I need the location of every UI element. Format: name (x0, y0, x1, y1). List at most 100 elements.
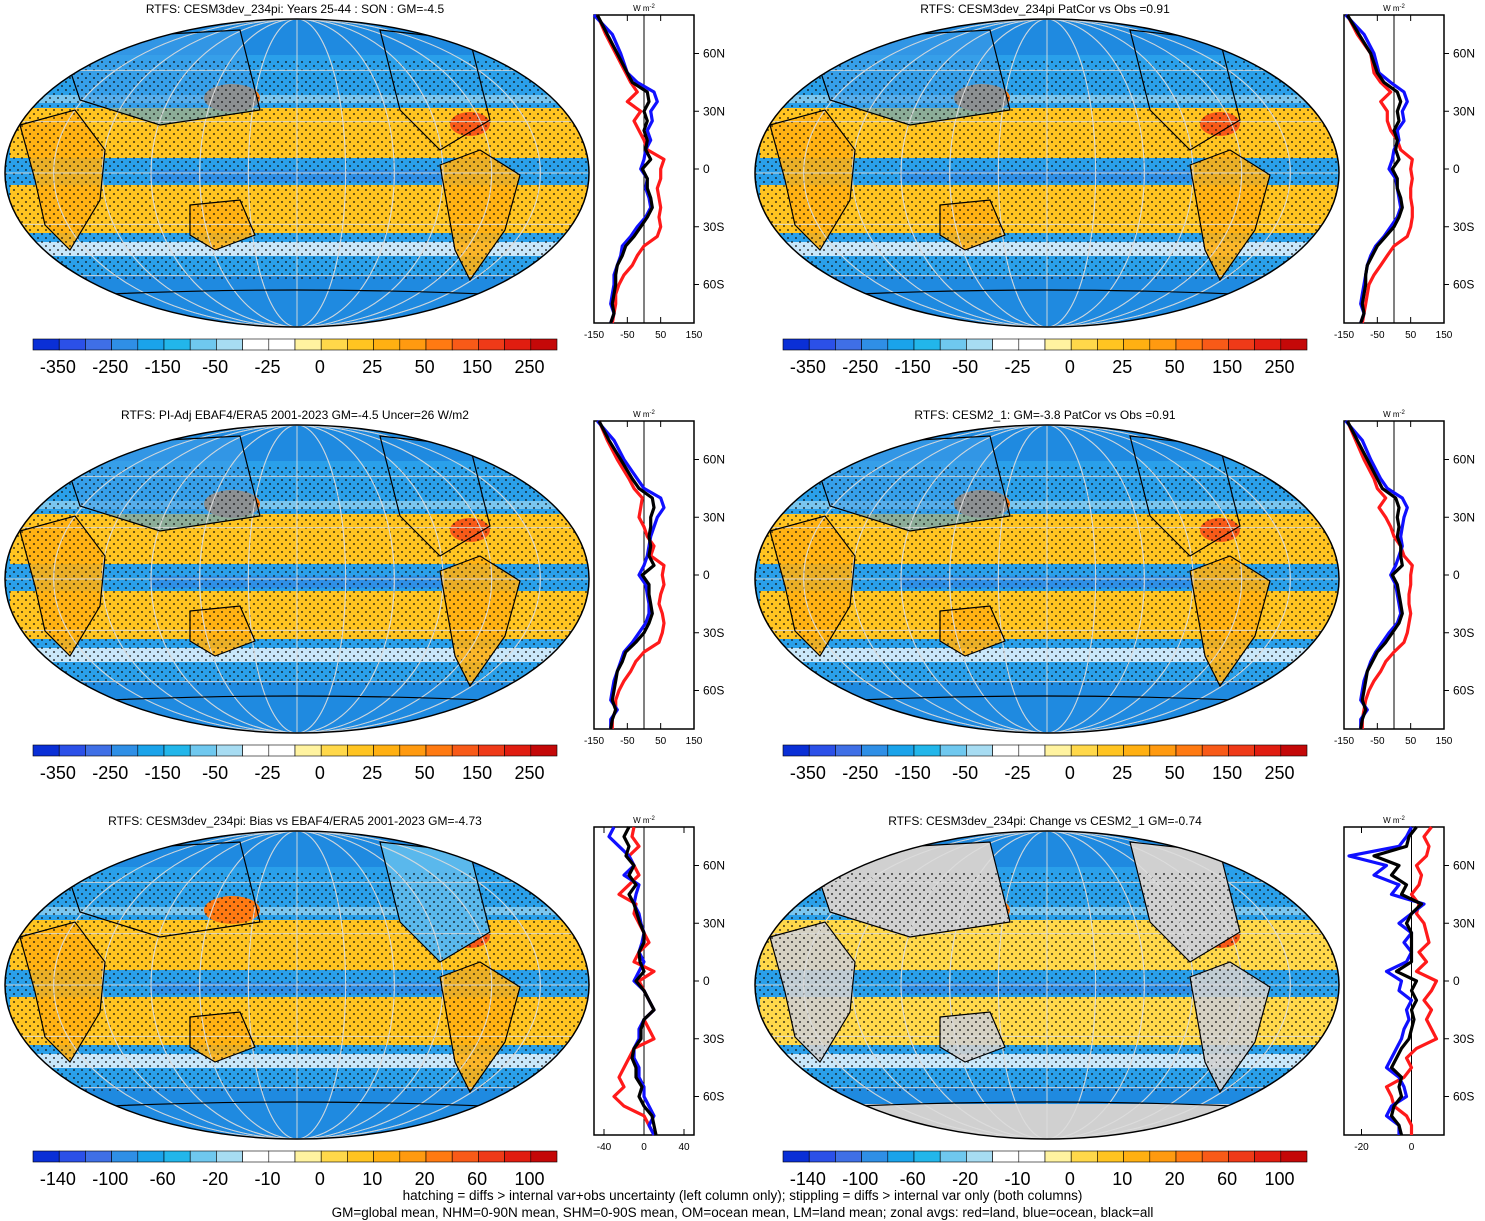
colorbar-swatch (399, 1150, 427, 1163)
colorbar-swatch (163, 744, 191, 757)
colorbar-label: -100 (92, 1169, 128, 1189)
colorbar-swatch (268, 744, 296, 757)
panel-title: RTFS: CESM3dev_234pi PatCor vs Obs =0.91 (920, 2, 1170, 16)
colorbar-label: -140 (790, 1169, 826, 1189)
colorbar-swatch (478, 338, 505, 351)
lat-tick-label: 30S (1453, 1032, 1474, 1046)
x-tick-label: -150 (1334, 330, 1354, 341)
colorbar-swatch (913, 338, 941, 351)
colorbar-swatch (242, 1150, 270, 1163)
panel-bias: RTFS: CESM3dev_234pi: Bias vs EBAF4/ERA5… (0, 812, 742, 1217)
colorbar-swatch (782, 744, 810, 757)
zonal-units-label: W m-2 (1383, 410, 1405, 419)
series-land-line (597, 420, 666, 729)
colorbar-swatch (808, 338, 836, 351)
lat-tick-label: 60S (703, 278, 724, 292)
x-tick-label: -50 (620, 330, 635, 341)
colorbar-swatch (58, 1150, 86, 1163)
zonal-units-label: W m-2 (633, 816, 655, 825)
series-ocean-line (596, 419, 666, 729)
lat-tick-label: 60N (703, 859, 725, 873)
colorbar-label: 0 (1065, 1169, 1075, 1189)
colorbar-label: 0 (1065, 357, 1075, 377)
colorbar-swatch (58, 338, 86, 351)
colorbar-swatch (1228, 1150, 1255, 1163)
colorbar-swatch (939, 338, 967, 351)
colorbar-swatch (425, 1150, 453, 1163)
lat-tick-label: 0 (703, 974, 710, 988)
lat-tick-label: 60S (1453, 684, 1474, 698)
colorbar-swatch (320, 744, 348, 757)
colorbar-swatch (1149, 744, 1177, 757)
colorbar-swatch (32, 744, 60, 757)
x-tick-label: 0 (1409, 1142, 1415, 1153)
colorbar-swatch (1175, 744, 1203, 757)
colorbar-swatch (216, 744, 243, 757)
series-ocean-line (592, 13, 659, 324)
colorbar-label: -25 (254, 357, 280, 377)
colorbar-label: -50 (952, 763, 978, 783)
colorbar-swatch (216, 338, 243, 351)
colorbar-label: -150 (145, 763, 181, 783)
lat-tick-label: 30N (703, 916, 725, 930)
lat-tick-label: 0 (1453, 162, 1460, 176)
panel-cesm2: RTFS: CESM2_1: GM=-3.8 PatCor vs Obs =0.… (750, 406, 1485, 811)
lat-tick-label: 60S (703, 684, 724, 698)
colorbar-swatch (1201, 1150, 1229, 1163)
zonal-mean-plot: W m-2 60N 30N 0 30S 60S -150 -50 50 150 (584, 410, 725, 747)
colorbar-swatch (373, 338, 401, 351)
colorbar-swatch (1254, 744, 1282, 757)
x-tick-label: -20 (1354, 1142, 1369, 1153)
colorbar-swatch (1097, 338, 1124, 351)
colorbar-label: 250 (514, 357, 544, 377)
colorbar-swatch (1254, 1150, 1282, 1163)
colorbar-swatch (347, 744, 374, 757)
colorbar-label: -250 (842, 763, 878, 783)
x-tick-label: 150 (686, 736, 703, 747)
colorbar-swatch (32, 338, 60, 351)
colorbar-label: 25 (1112, 763, 1132, 783)
colorbar-label: -10 (1004, 1169, 1030, 1189)
colorbar-swatch (504, 744, 532, 757)
colorbar-swatch (939, 1150, 967, 1163)
colorbar-swatch (530, 1150, 558, 1163)
colorbar-label: 20 (1165, 1169, 1185, 1189)
lat-tick-label: 30S (1453, 220, 1474, 234)
colorbar-swatch (137, 1150, 165, 1163)
colorbar: -350-250-150-50-2502550150250350 (32, 744, 558, 783)
colorbar: -350-250-150-50-2502550150250350 (782, 744, 1308, 783)
lat-tick-label: 60S (1453, 278, 1474, 292)
x-tick-label: 0 (641, 1142, 647, 1153)
lat-tick-label: 60N (1453, 47, 1475, 61)
x-tick-label: 50 (1405, 736, 1417, 747)
colorbar-swatch (1280, 338, 1308, 351)
lat-tick-label: 30S (703, 626, 724, 640)
x-tick-label: 50 (655, 736, 667, 747)
colorbar-swatch (163, 1150, 191, 1163)
zonal-mean-plot: W m-2 60N 30N 0 30S 60S -150 -50 50 150 (584, 4, 725, 341)
lat-tick-label: 30S (703, 220, 724, 234)
x-tick-label: 50 (1405, 330, 1417, 341)
colorbar-swatch (1070, 338, 1098, 351)
colorbar-swatch (808, 744, 836, 757)
colorbar-label: -350 (790, 763, 826, 783)
colorbar: -140-100-60-20-100102060100140 (32, 1150, 558, 1189)
x-tick-label: 150 (1436, 330, 1453, 341)
colorbar: -140-100-60-20-100102060100140 (782, 1150, 1308, 1189)
series-all-line (1372, 826, 1424, 1136)
colorbar-label: -250 (92, 763, 128, 783)
colorbar-swatch (1018, 338, 1046, 351)
colorbar-swatch (347, 338, 374, 351)
colorbar-swatch (137, 744, 165, 757)
colorbar-swatch (451, 338, 479, 351)
colorbar-swatch (782, 338, 810, 351)
lat-tick-label: 60N (703, 47, 725, 61)
colorbar-swatch (966, 1150, 993, 1163)
colorbar-label: -25 (254, 763, 280, 783)
colorbar-swatch (425, 338, 453, 351)
colorbar-swatch (478, 1150, 505, 1163)
lat-tick-label: 60S (1453, 1090, 1474, 1104)
lat-tick-label: 60N (703, 453, 725, 467)
colorbar-label: -150 (895, 357, 931, 377)
series-land-line (1345, 14, 1414, 324)
